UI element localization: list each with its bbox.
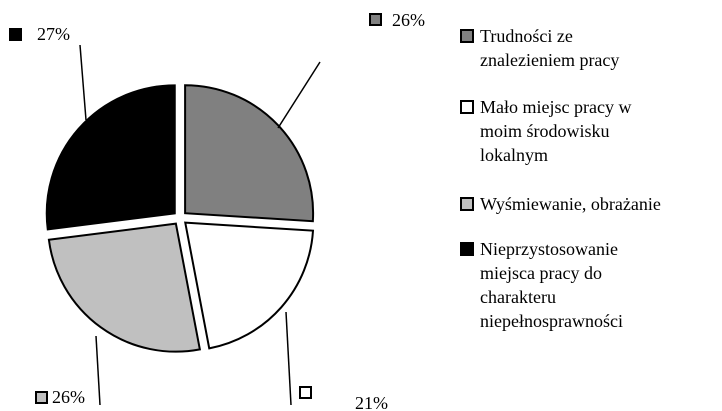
legend-label: Wyśmiewanie, obrażanie xyxy=(480,194,661,214)
leader-line xyxy=(285,311,292,406)
leader-line xyxy=(95,335,101,406)
data-label: 26% xyxy=(52,387,85,407)
pie-slice xyxy=(184,221,315,350)
data-label: 27% xyxy=(37,24,70,44)
legend-item: Nieprzystosowanie miejsca pracy do chara… xyxy=(460,237,650,333)
legend-swatch xyxy=(460,197,474,211)
legend-swatch xyxy=(460,100,474,114)
label-swatch xyxy=(9,28,22,41)
legend-item: Wyśmiewanie, obrażanie xyxy=(460,192,722,216)
label-swatch xyxy=(299,386,312,399)
data-label: 26% xyxy=(392,10,425,30)
legend-item: Mało miejsc pracy w moim środowisku loka… xyxy=(460,95,640,167)
leader-line xyxy=(79,44,87,121)
data-label: 21% xyxy=(355,393,388,411)
pie-slice xyxy=(184,84,315,223)
pie-slice xyxy=(47,222,202,353)
legend-item: Trudności ze znalezieniem pracy xyxy=(460,24,640,72)
leader-line xyxy=(277,61,321,129)
legend-label: Nieprzystosowanie miejsca pracy do chara… xyxy=(480,239,623,331)
legend-label: Trudności ze znalezieniem pracy xyxy=(480,26,620,70)
label-swatch xyxy=(369,13,382,26)
legend-label: Mało miejsc pracy w moim środowisku loka… xyxy=(480,97,632,165)
legend-swatch xyxy=(460,242,474,256)
pie-slice xyxy=(45,84,176,231)
label-swatch xyxy=(35,391,48,404)
legend-swatch xyxy=(460,29,474,43)
